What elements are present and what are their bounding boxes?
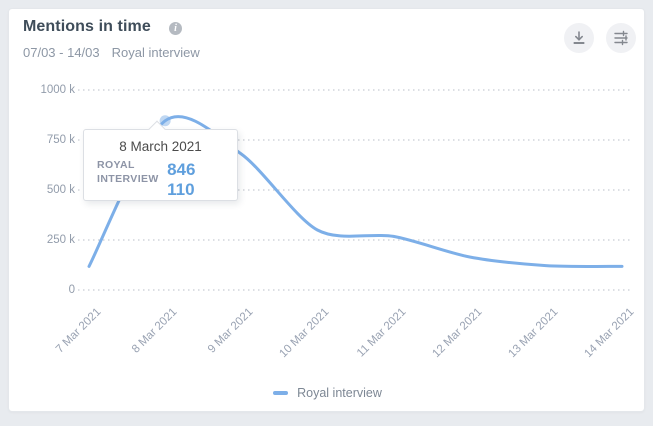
sliders-icon <box>612 29 630 47</box>
subtitle: 07/03 - 14/03 Royal interview <box>23 45 200 60</box>
chart-settings-button[interactable] <box>606 23 636 53</box>
legend-label: Royal interview <box>297 386 382 400</box>
y-tick: 250 k <box>46 234 75 246</box>
date-range: 07/03 - 14/03 <box>23 45 100 60</box>
legend-swatch <box>273 391 289 395</box>
legend-item-royal-interview[interactable]: Royal interview <box>9 386 646 400</box>
y-tick: 750 k <box>46 134 75 146</box>
y-tick: 500 k <box>46 184 75 196</box>
tooltip-date: 8 March 2021 <box>119 139 202 154</box>
page-title: Mentions in time <box>23 18 151 35</box>
tooltip-value: 846 110 <box>167 160 196 199</box>
download-icon <box>570 29 588 47</box>
download-button[interactable] <box>564 23 594 53</box>
tooltip-series-label: ROYAL INTERVIEW <box>97 159 159 185</box>
y-tick: 1000 k <box>40 84 75 96</box>
info-icon[interactable]: i <box>169 22 182 35</box>
chart-tooltip: 8 March 2021 ROYAL INTERVIEW 846 110 <box>83 120 238 201</box>
mentions-card: Mentions in time i 07/03 - 14/03 Royal in… <box>8 8 645 412</box>
y-tick: 0 <box>68 284 75 296</box>
topic-label: Royal interview <box>111 45 200 60</box>
